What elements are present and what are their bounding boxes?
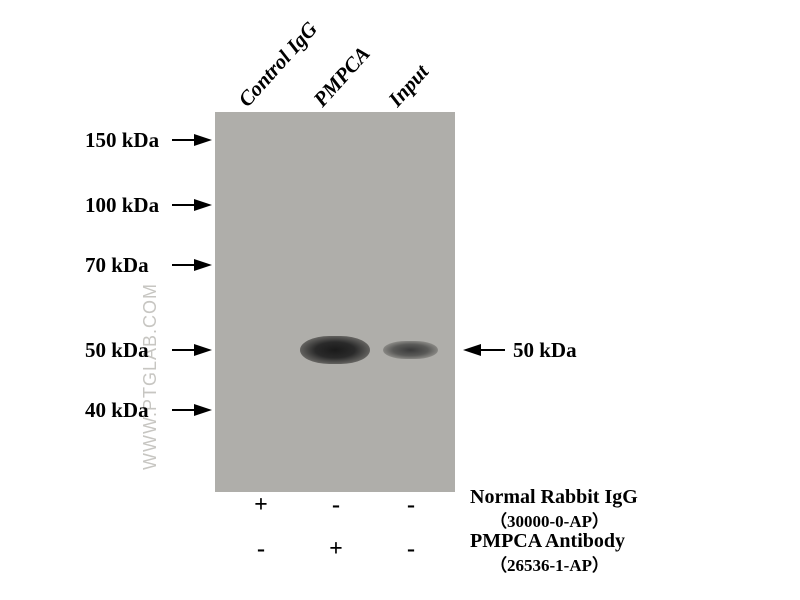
target-arrow-head xyxy=(463,344,481,356)
mw-arrow-head xyxy=(194,134,212,146)
antibody-catalog: （30000-0-AP） xyxy=(490,507,609,532)
lane-label: Input xyxy=(383,60,434,112)
lane-sign: + xyxy=(252,492,270,519)
mw-arrow-head xyxy=(194,404,212,416)
figure-root: WWW.PTGLAB.COM 50 kDa 150 kDa 100 kDa 70 k… xyxy=(0,0,800,600)
blot-membrane xyxy=(215,112,455,492)
target-arrow-line xyxy=(481,349,505,351)
lane-sign: - xyxy=(252,536,270,563)
mw-arrow-head xyxy=(194,259,212,271)
antibody-label: PMPCA Antibody xyxy=(470,530,625,553)
mw-arrow-line xyxy=(172,409,194,411)
mw-marker-label: 150 kDa xyxy=(85,128,159,153)
lane-sign: - xyxy=(402,536,420,563)
target-band-label: 50 kDa xyxy=(513,338,577,363)
mw-arrow-line xyxy=(172,139,194,141)
antibody-catalog: （26536-1-AP） xyxy=(490,551,609,576)
blot-band xyxy=(300,336,370,364)
mw-arrow-line xyxy=(172,349,194,351)
blot-band xyxy=(383,341,438,359)
mw-marker-label: 70 kDa xyxy=(85,253,149,278)
lane-label: Control IgG xyxy=(233,17,322,112)
antibody-label: Normal Rabbit IgG xyxy=(470,486,638,509)
mw-marker-label: 50 kDa xyxy=(85,338,149,363)
lane-sign: + xyxy=(327,536,345,563)
mw-arrow-head xyxy=(194,344,212,356)
watermark-text: WWW.PTGLAB.COM xyxy=(140,283,161,470)
lane-label: PMPCA xyxy=(308,42,375,112)
mw-arrow-line xyxy=(172,264,194,266)
lane-sign: - xyxy=(402,492,420,519)
mw-marker-label: 40 kDa xyxy=(85,398,149,423)
mw-arrow-head xyxy=(194,199,212,211)
mw-arrow-line xyxy=(172,204,194,206)
lane-sign: - xyxy=(327,492,345,519)
mw-marker-label: 100 kDa xyxy=(85,193,159,218)
